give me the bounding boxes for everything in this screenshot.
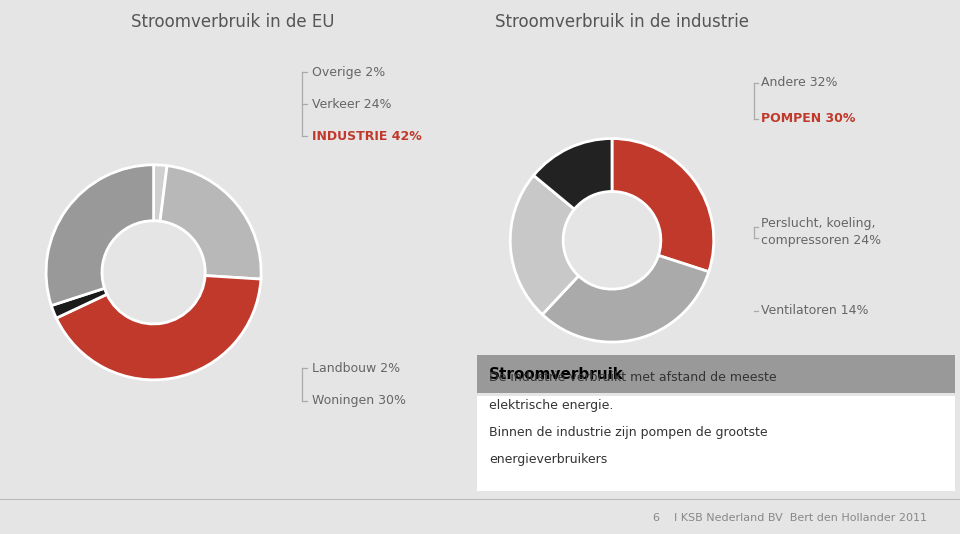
Text: Stroomverbruik: Stroomverbruik bbox=[489, 367, 624, 382]
Bar bbox=[477, 396, 955, 491]
Wedge shape bbox=[51, 288, 107, 318]
Text: 6    I KSB Nederland BV  Bert den Hollander 2011: 6 I KSB Nederland BV Bert den Hollander … bbox=[653, 513, 926, 523]
Bar bbox=[477, 355, 955, 393]
Wedge shape bbox=[542, 255, 708, 342]
Text: POMPEN 30%: POMPEN 30% bbox=[761, 112, 855, 125]
Text: energieverbruikers: energieverbruikers bbox=[489, 453, 608, 466]
Text: Ventilatoren 14%: Ventilatoren 14% bbox=[761, 304, 869, 317]
Wedge shape bbox=[57, 276, 261, 380]
Text: Woningen 30%: Woningen 30% bbox=[312, 394, 406, 407]
Text: Binnen de industrie zijn pompen de grootste: Binnen de industrie zijn pompen de groot… bbox=[489, 426, 768, 439]
Text: Stroomverbruik in de industrie: Stroomverbruik in de industrie bbox=[494, 13, 749, 30]
Wedge shape bbox=[534, 138, 612, 209]
Wedge shape bbox=[160, 166, 261, 279]
Wedge shape bbox=[154, 165, 167, 221]
Wedge shape bbox=[612, 138, 713, 272]
Text: Stroomverbruik in de EU: Stroomverbruik in de EU bbox=[132, 13, 334, 30]
Wedge shape bbox=[511, 176, 579, 315]
Text: Perslucht, koeling,
compressoren 24%: Perslucht, koeling, compressoren 24% bbox=[761, 217, 881, 247]
Text: Landbouw 2%: Landbouw 2% bbox=[312, 362, 400, 375]
Wedge shape bbox=[46, 165, 154, 305]
Text: Overige 2%: Overige 2% bbox=[312, 66, 385, 78]
Text: INDUSTRIE 42%: INDUSTRIE 42% bbox=[312, 130, 421, 143]
Text: Andere 32%: Andere 32% bbox=[761, 76, 838, 89]
Text: elektrische energie.: elektrische energie. bbox=[489, 399, 613, 412]
Text: Verkeer 24%: Verkeer 24% bbox=[312, 98, 392, 111]
Text: De industrie verbruikt met afstand de meeste: De industrie verbruikt met afstand de me… bbox=[489, 372, 777, 384]
